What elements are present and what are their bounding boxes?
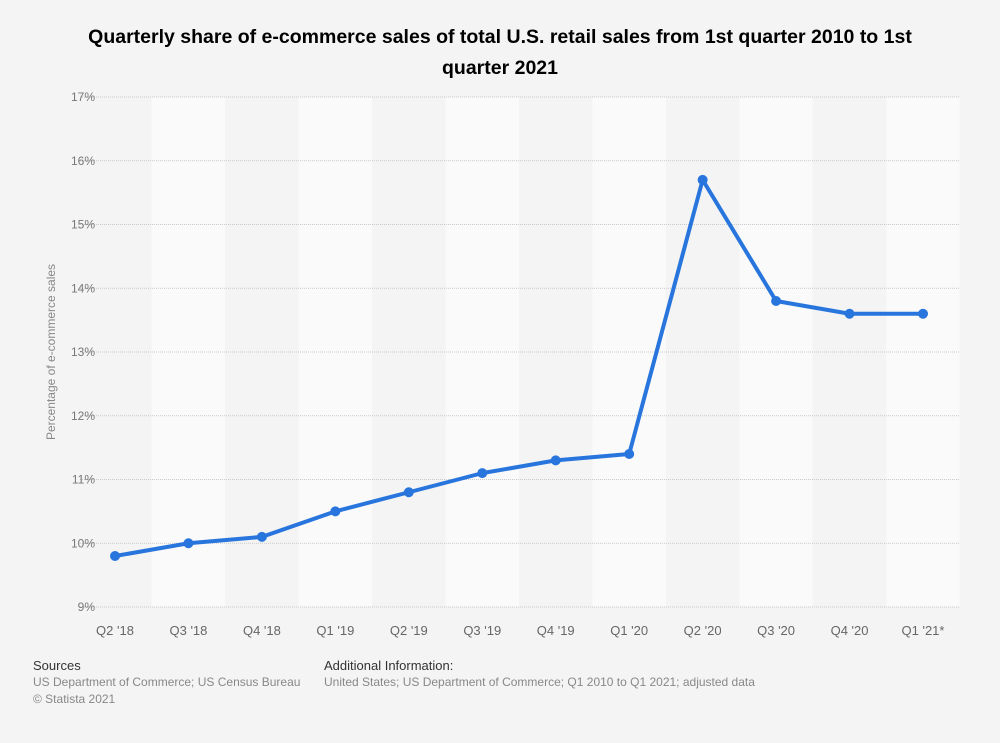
x-tick-label: Q1 '21* [902, 623, 945, 638]
data-point [844, 308, 855, 319]
data-point [110, 551, 120, 561]
x-tick-label: Q1 '19 [316, 623, 354, 638]
x-tick-label: Q3 '19 [463, 623, 501, 638]
y-tick-label: 10% [71, 536, 95, 550]
y-axis-label: Percentage of e-commerce sales [44, 264, 58, 440]
column-band [812, 97, 887, 607]
x-tick-label: Q2 '20 [684, 623, 722, 638]
y-tick-label: 14% [71, 281, 95, 295]
x-tick-label: Q3 '18 [170, 623, 208, 638]
data-point [256, 531, 267, 542]
data-point [697, 174, 708, 185]
x-tick-label: Q4 '18 [243, 623, 281, 638]
data-point [403, 487, 414, 498]
additional-info-label: Additional Information: [324, 658, 454, 673]
y-tick-label: 9% [78, 600, 96, 614]
additional-info-block: Additional Information: United States; U… [324, 657, 755, 691]
y-tick-label: 16% [71, 154, 95, 168]
column-band [298, 97, 373, 607]
sources-label: Sources [33, 658, 81, 673]
y-tick-label: 11% [72, 473, 95, 487]
data-point [771, 296, 782, 306]
x-tick-label: Q3 '20 [757, 623, 795, 638]
sources-text: US Department of Commerce; US Census Bur… [33, 675, 301, 689]
y-tick-label: 12% [71, 409, 95, 423]
copyright: © Statista 2021 [33, 692, 116, 706]
x-tick-label: Q1 '20 [610, 623, 648, 638]
sources-block: Sources US Department of Commerce; US Ce… [33, 657, 300, 708]
data-point [477, 468, 488, 479]
y-tick-label: 15% [71, 218, 95, 232]
x-tick-label: Q4 '20 [831, 623, 869, 638]
data-point [624, 449, 635, 459]
x-tick-label: Q2 '18 [96, 623, 134, 638]
data-point [330, 506, 341, 517]
data-point [183, 538, 194, 549]
series-line [113, 177, 925, 558]
data-point [918, 308, 928, 319]
chart-title: Quarterly share of e-commerce sales of t… [88, 26, 912, 79]
data-point [550, 455, 561, 466]
column-band [80, 97, 152, 607]
additional-info-text: United States; US Department of Commerce… [324, 675, 755, 689]
x-tick-label: Q2 '19 [390, 623, 428, 638]
x-tick-label: Q4 '19 [537, 623, 575, 638]
y-tick-label: 17% [71, 90, 95, 104]
y-tick-label: 13% [71, 345, 95, 359]
